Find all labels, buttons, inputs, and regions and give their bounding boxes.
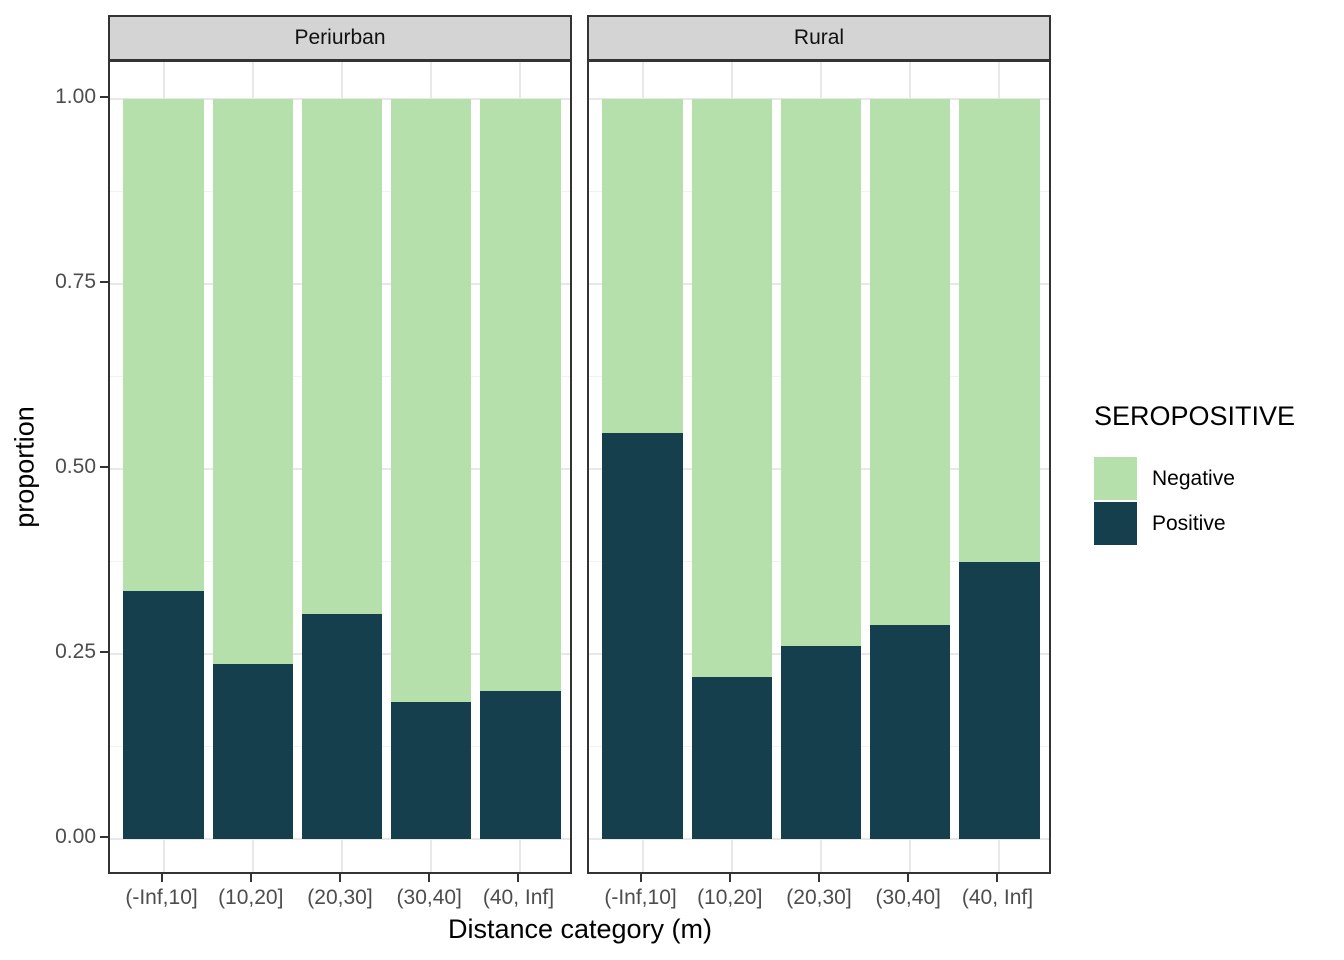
x-tick-label: (-Inf,10] xyxy=(604,886,677,909)
facet-panel xyxy=(108,60,572,874)
y-tick-mark xyxy=(100,651,108,654)
bar-positive-segment xyxy=(870,624,951,840)
x-tick-mark xyxy=(428,874,431,882)
y-tick-mark xyxy=(100,836,108,839)
bar-negative-segment xyxy=(780,99,862,647)
x-tick-mark xyxy=(339,874,341,882)
bar-negative-segment xyxy=(691,99,772,677)
x-tick-label: (30,40] xyxy=(875,886,941,909)
bar-positive-segment xyxy=(959,562,1040,840)
legend: SEROPOSITIVE Negative Positive xyxy=(1094,403,1295,547)
x-tick-mark xyxy=(517,874,520,882)
legend-items: Negative Positive xyxy=(1094,457,1295,545)
x-tick-label: (10,20] xyxy=(697,886,763,909)
legend-item-label: Negative xyxy=(1152,467,1235,490)
y-tick-label: 0.25 xyxy=(55,640,96,664)
facet-strip: Rural xyxy=(587,15,1051,61)
x-axis-title: Distance category (m) xyxy=(447,914,713,944)
gridline-major-y xyxy=(589,838,1049,841)
y-tick-mark xyxy=(100,281,108,284)
bar-positive-segment xyxy=(480,691,561,840)
bar-positive-segment xyxy=(780,646,862,840)
x-tick-mark xyxy=(639,874,642,882)
legend-title: SEROPOSITIVE xyxy=(1094,401,1296,431)
legend-swatch-negative xyxy=(1094,457,1137,500)
x-tick-mark xyxy=(728,874,731,882)
x-tick-label: (40, Inf] xyxy=(482,886,555,909)
bar-positive-segment xyxy=(391,702,472,840)
legend-swatch-positive xyxy=(1094,502,1137,545)
x-tick-label: (-Inf,10] xyxy=(125,886,198,909)
bar-positive-segment xyxy=(301,614,383,840)
bar-negative-segment xyxy=(301,99,383,615)
bar-negative-segment xyxy=(602,99,683,433)
y-tick-label: 0.00 xyxy=(55,825,96,849)
y-tick-label: 0.75 xyxy=(55,270,96,294)
y-tick-label: 0.50 xyxy=(55,455,96,479)
y-tick-mark xyxy=(100,96,108,98)
x-tick-mark xyxy=(996,874,999,882)
gridline-major-y xyxy=(110,838,570,841)
bar-negative-segment xyxy=(480,99,561,692)
facet-strip: Periurban xyxy=(108,15,572,61)
y-tick-mark xyxy=(100,466,108,469)
bar-negative-segment xyxy=(212,99,293,664)
legend-item-negative: Negative xyxy=(1094,457,1295,500)
bar-positive-segment xyxy=(691,676,772,840)
x-tick-mark xyxy=(818,874,820,882)
y-tick-label: 1.00 xyxy=(55,85,96,108)
legend-item-label: Positive xyxy=(1152,512,1226,535)
x-tick-label: (10,20] xyxy=(218,886,284,909)
x-tick-mark xyxy=(160,874,163,882)
x-tick-mark xyxy=(907,874,910,882)
bar-positive-segment xyxy=(212,663,293,840)
bar-negative-segment xyxy=(123,99,204,592)
x-tick-label: (20,30] xyxy=(786,886,852,909)
x-tick-label: (30,40] xyxy=(396,886,462,909)
bar-negative-segment xyxy=(391,99,472,703)
x-tick-label: (40, Inf] xyxy=(961,886,1034,909)
x-tick-mark xyxy=(249,874,252,882)
facet-panel xyxy=(587,60,1051,874)
bar-positive-segment xyxy=(123,591,204,840)
x-tick-label: (20,30] xyxy=(307,886,373,909)
legend-item-positive: Positive xyxy=(1094,502,1295,545)
bar-negative-segment xyxy=(870,99,951,625)
bar-positive-segment xyxy=(602,432,683,840)
bar-negative-segment xyxy=(959,99,1040,563)
